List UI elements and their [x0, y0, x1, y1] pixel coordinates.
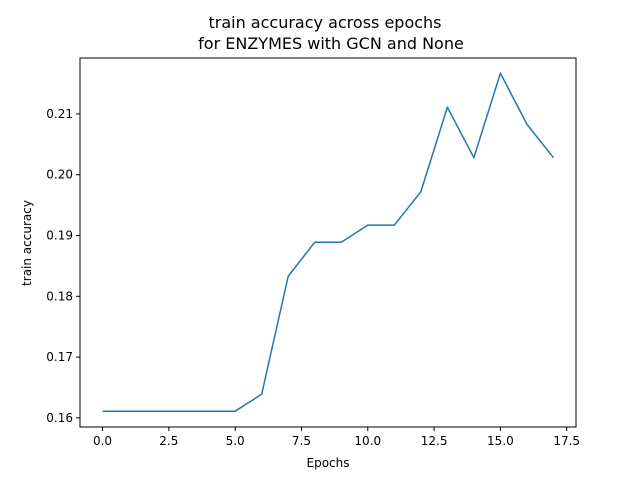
chart-title-line-1: train accuracy across epochs: [208, 13, 441, 32]
x-tick-label: 5.0: [226, 434, 245, 448]
x-tick-label: 12.5: [421, 434, 448, 448]
x-tick-label: 0.0: [93, 434, 112, 448]
plot-area: 0.0 2.5 5.0 7.5 10.0 12.5 15.0 17.5 0.16 0.17 0.18…: [46, 72, 580, 448]
y-tick-label: 0.21: [46, 107, 73, 121]
y-tick-label: 0.17: [46, 350, 73, 364]
x-tick-label: 15.0: [487, 434, 514, 448]
y-tick-label: 0.19: [46, 229, 73, 243]
x-tick-label: 7.5: [292, 434, 311, 448]
x-axis-label: Epochs: [307, 456, 350, 470]
x-tick-label: 10.0: [354, 434, 381, 448]
y-tick-label: 0.16: [46, 411, 73, 425]
x-tick-label: 2.5: [159, 434, 178, 448]
y-tick-label: 0.20: [46, 168, 73, 182]
chart-title-line-2: for ENZYMES with GCN and None: [198, 34, 464, 53]
x-tick-label: 17.5: [553, 434, 580, 448]
series-line: [102, 72, 555, 412]
axes-frame: [79, 57, 577, 428]
y-tick-label: 0.18: [46, 289, 73, 303]
y-axis-label: train accuracy: [20, 200, 34, 286]
